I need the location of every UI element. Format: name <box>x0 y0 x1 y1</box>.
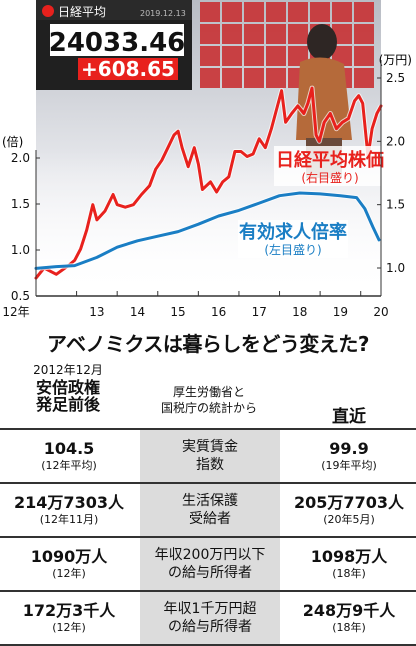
x-tick-label: 15 <box>170 305 185 319</box>
x-tick-label: 16 <box>211 305 226 319</box>
header-before-date: 2012年12月 <box>33 363 103 377</box>
recent-value: 99.9 <box>329 439 369 458</box>
stock-series-name: 日経平均株価 <box>276 149 384 171</box>
right-tick-label: 1.0 <box>386 261 405 275</box>
header-source: 厚生労働省と 国税庁の統計から <box>138 384 280 416</box>
before-note: (12年) <box>52 621 86 634</box>
header-before-line2: 発足前後 <box>35 395 100 414</box>
item-label: 年収200万円以下 <box>154 547 266 563</box>
headline: アベノミクスは暮らしをどう変えた? <box>46 332 370 356</box>
recent-value: 205万7703人 <box>294 493 404 512</box>
table-row: 214万7303人 (12年11月) 生活保護受給者 205万7703人 (20年5… <box>0 482 416 536</box>
before-value: 214万7303人 <box>14 493 124 512</box>
series-layer <box>34 85 384 280</box>
recent-note: (19年平均) <box>321 459 377 472</box>
before-note: (12年) <box>52 567 86 580</box>
item-label: 年収1千万円超 <box>163 601 257 617</box>
board-value: 24033.46 <box>49 28 186 58</box>
right-tick-label: 2.0 <box>386 134 405 148</box>
header-recent: 直近 <box>332 407 366 427</box>
table-row: 104.5 (12年平均) 実質賃金指数 99.9 (19年平均) <box>0 428 416 482</box>
item-label-2: 受給者 <box>189 511 231 527</box>
right-tick-label: 2.5 <box>386 71 405 85</box>
left-tick-label: 1.0 <box>11 243 30 257</box>
left-tick-label: 1.5 <box>11 197 30 211</box>
item-label: 生活保護 <box>182 493 238 509</box>
recent-note: (18年) <box>332 567 366 580</box>
left-tick-label: 0.5 <box>11 289 30 303</box>
x-tick-label: 19 <box>333 305 348 319</box>
x-tick-label: 20 <box>373 305 388 319</box>
x-tick-label: 14 <box>130 305 145 319</box>
item-label-2: の給与所得者 <box>168 565 252 581</box>
recent-note: (18年) <box>332 621 366 634</box>
right-axis-label: (万円) <box>379 53 412 67</box>
header-before: 2012年12月 安倍政権 発足前後 <box>0 362 136 413</box>
before-note: (12年平均) <box>41 459 97 472</box>
stock-label: 日経平均株価 (右目盛り) <box>274 146 386 186</box>
item-label-2: 指数 <box>196 457 224 473</box>
item-label-2: の給与所得者 <box>168 619 252 635</box>
before-value: 172万3千人 <box>22 601 116 620</box>
left-axis-ticks: 0.5 1.0 1.5 2.0 <box>11 151 40 303</box>
x-tick-label: 17 <box>252 305 267 319</box>
jobs-series-name: 有効求人倍率 <box>239 221 347 243</box>
recent-value: 248万9千人 <box>302 601 396 620</box>
stock-series-sub: (右目盛り) <box>301 170 358 185</box>
comparison-table: 104.5 (12年平均) 実質賃金指数 99.9 (19年平均) 214万7303… <box>0 428 416 646</box>
item-label: 実質賃金 <box>182 439 238 455</box>
right-tick-label: 1.5 <box>386 198 405 212</box>
table-row: 172万3千人 (12年) 年収1千万円超 の給与所得者 248万9千人 (18年) <box>0 590 416 646</box>
header-source-line1: 厚生労働省と <box>172 385 245 399</box>
nikkei-line <box>34 86 383 280</box>
x-tick-label: 12年 <box>2 305 29 319</box>
before-value: 1090万人 <box>30 547 108 566</box>
jobs-series-sub: (左目盛り) <box>264 242 321 257</box>
right-axis-ticks: 1.0 1.5 2.0 2.5 <box>377 71 405 275</box>
board-label: 日経平均 <box>58 5 106 19</box>
board-change: +608.65 <box>81 57 175 81</box>
left-axis-label: (倍) <box>2 134 23 149</box>
recent-note: (20年5月) <box>323 513 375 526</box>
header-source-line2: 国税庁の統計から <box>160 401 257 415</box>
before-value: 104.5 <box>43 439 95 458</box>
x-tick-label: 18 <box>292 305 307 319</box>
recent-value: 1098万人 <box>310 547 388 566</box>
before-note: (12年11月) <box>39 513 99 526</box>
x-tick-label: 13 <box>89 305 104 319</box>
left-tick-label: 2.0 <box>11 151 30 165</box>
chart: 日経平均 2019.12.13 24033.46 +608.65 0.51.01… <box>2 0 412 319</box>
job-ratio-line <box>34 191 381 270</box>
jobs-label: 有効求人倍率 (左目盛り) <box>238 220 348 258</box>
header-before-line1: 安倍政権 <box>35 378 100 397</box>
x-axis-ticks: 12年 13 14 15 16 17 18 19 20 <box>2 291 389 319</box>
board-date: 2019.12.13 <box>140 9 186 18</box>
table-row: 1090万人 (12年) 年収200万円以下 の給与所得者 1098万人 (18年) <box>0 536 416 590</box>
